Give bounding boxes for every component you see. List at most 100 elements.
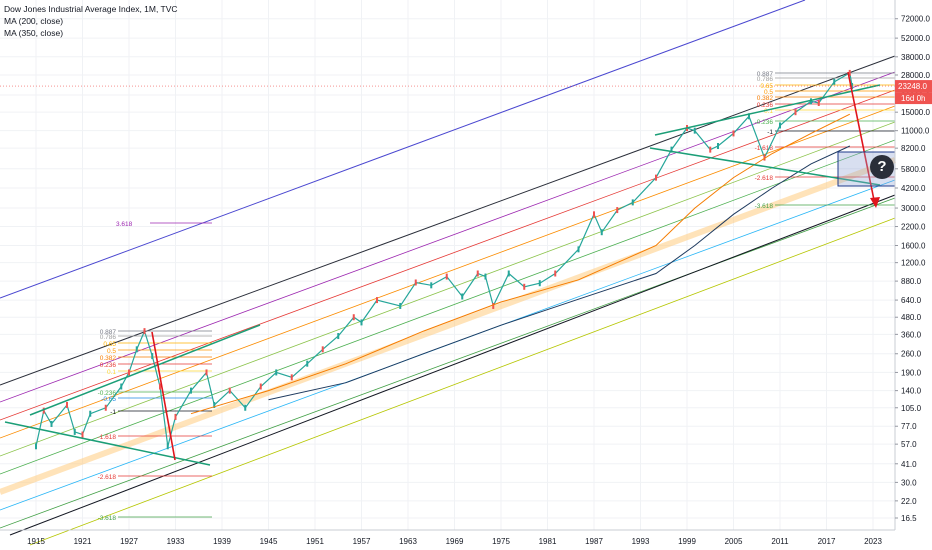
price-tick-label: 15000.0 (901, 108, 930, 117)
price-candle (42, 407, 45, 414)
price-tick-label: 4200.0 (901, 184, 926, 193)
price-candle (399, 302, 402, 309)
price-tick-label: 77.0 (901, 422, 917, 431)
time-tick-label: 2017 (818, 537, 836, 546)
price-candle (73, 428, 76, 435)
price-candle (794, 109, 797, 116)
price-candle (461, 293, 464, 300)
time-tick-label: 1969 (446, 537, 464, 546)
legend-ma200: MA (200, close) (4, 16, 64, 26)
price-candle (779, 122, 781, 129)
price-tick-label: 57.0 (901, 440, 917, 449)
question-icon[interactable]: ? (870, 155, 894, 179)
price-candle (205, 369, 208, 376)
fib-label-1929: -1.618 (98, 434, 117, 441)
price-candle (352, 314, 355, 321)
price-candle (732, 130, 735, 137)
price-label: 23248.0 (898, 82, 927, 91)
fib-label-1929: 0.382 (100, 355, 117, 362)
channel-line-green (0, 121, 896, 457)
price-tick-label: 30.0 (901, 478, 917, 487)
price-candle (523, 283, 526, 290)
price-tick-label: 190.0 (901, 368, 922, 377)
price-candle (484, 273, 487, 280)
countdown-bg (895, 92, 932, 105)
price-candle (120, 383, 123, 390)
fib-label-2020: 0.887 (757, 71, 774, 78)
price-tick-label: 640.0 (901, 296, 922, 305)
price-candle (445, 273, 448, 280)
price-candle (670, 146, 673, 153)
fib-label-2020: 0.236 (757, 102, 774, 109)
price-candle (616, 207, 619, 214)
price-tick-label: 480.0 (901, 313, 922, 322)
price-candle (631, 199, 634, 206)
price-tick-label: 2200.0 (901, 223, 926, 232)
price-candle (693, 127, 696, 134)
fibonacci-levels: 0.8870.7860.650.50.3820.2360.1-0.236-0.6… (98, 71, 895, 522)
time-tick-label: 1957 (353, 537, 371, 546)
price-candle (492, 302, 495, 309)
price-candle (600, 229, 603, 236)
price-candle (414, 279, 417, 286)
fib-label-1929: -3.618 (98, 515, 117, 522)
time-tick-label: 2023 (864, 537, 882, 546)
fib-label-2020: -1 (767, 129, 773, 136)
time-tick-label: 1915 (27, 537, 45, 546)
price-tick-label: 3000.0 (901, 204, 926, 213)
price-tick-label: 22.0 (901, 497, 917, 506)
price-candle (190, 387, 192, 394)
price-candle (166, 443, 169, 450)
fib-label-1929: -0.65 (101, 396, 116, 403)
fib-label-2020: -3.618 (755, 203, 774, 210)
price-candle (748, 113, 750, 120)
fib-label-1929: -0.236 (98, 390, 117, 397)
ma200-line (190, 113, 851, 415)
price-candle (244, 404, 247, 411)
price-candle (50, 420, 53, 427)
price-candle (430, 282, 433, 289)
price-candle (810, 98, 812, 105)
channel-line-lime (29, 217, 896, 546)
price-candle (593, 211, 595, 218)
regression-channels (0, 0, 897, 546)
price-candle (151, 353, 154, 360)
price-candle (35, 443, 37, 450)
trendline-upper-2000 (654, 84, 881, 136)
price-candle (507, 270, 510, 277)
price-tick-label: 8200.0 (901, 144, 926, 153)
time-tick-label: 2011 (771, 537, 789, 546)
price-candle (81, 431, 84, 438)
price-candle (321, 346, 324, 353)
fib-label-1929: 0.65 (103, 341, 116, 348)
price-series (35, 69, 854, 450)
time-tick-label: 2005 (725, 537, 743, 546)
countdown-label: 16d 0h (901, 94, 925, 103)
time-tick-label: 1939 (213, 537, 231, 546)
fib-label-1929: 0.5 (107, 348, 116, 355)
price-candle (709, 146, 712, 153)
price-tick-label: 11000.0 (901, 127, 930, 136)
price-candle (128, 369, 130, 376)
price-tick-label: 72000.0 (901, 15, 930, 24)
time-tick-label: 1993 (632, 537, 650, 546)
channel-lower-line (9, 194, 896, 536)
fib-label-1929: 0.1 (107, 369, 116, 376)
channel-line-green3 (0, 197, 896, 529)
fib-label-1929: -2.618 (98, 474, 117, 481)
price-tick-label: 5800.0 (901, 165, 926, 174)
price-label-bg (895, 80, 932, 93)
price-candle (89, 410, 92, 417)
fib-label-1929: 0.236 (100, 362, 117, 369)
fib-label-2020: 0.5 (764, 89, 773, 96)
price-candle (376, 297, 378, 304)
channel-outer-line (0, 0, 806, 299)
trendline-lower-1932 (4, 421, 211, 466)
fib-label-2020: 0.1 (764, 108, 773, 115)
fib-label-1929: 0.887 (100, 329, 117, 336)
time-tick-label: 1945 (260, 537, 278, 546)
time-tick-label: 1963 (399, 537, 417, 546)
price-candle (228, 387, 231, 394)
price-candle (66, 401, 68, 408)
